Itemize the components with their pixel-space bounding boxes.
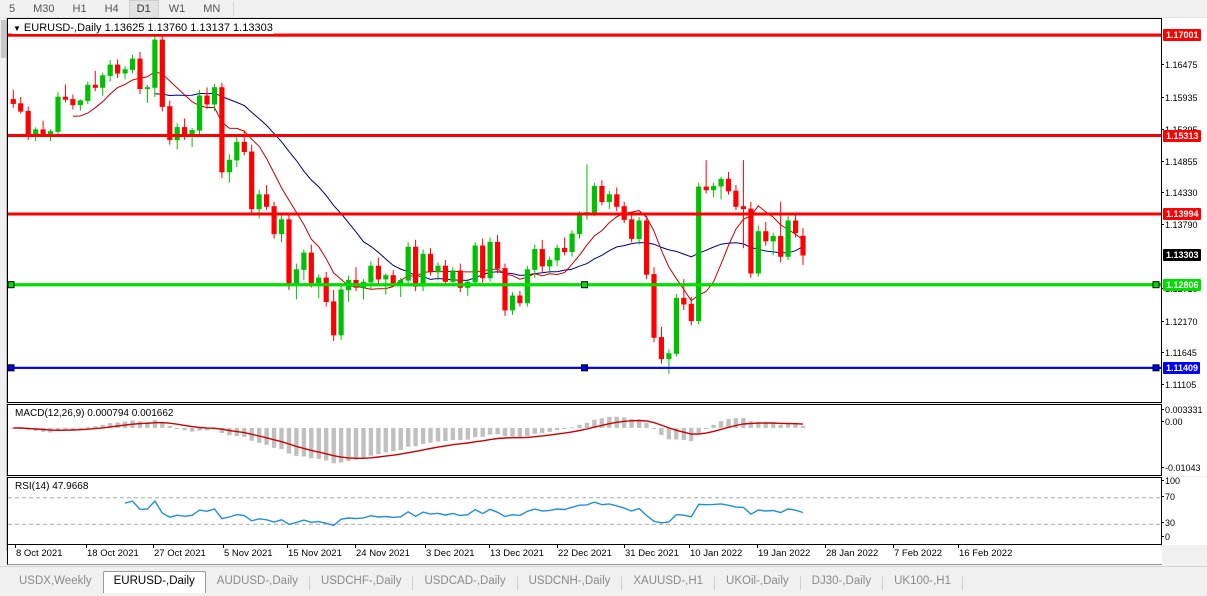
price-tick: 1.14330	[1161, 189, 1198, 198]
symbol-header-text: EURUSD-,Daily 1.13625 1.13760 1.13137 1.…	[23, 22, 273, 34]
chart-tab-bar: USDX,Weekly EURUSD-,Daily AUDUSD-,Daily USD…	[0, 566, 1207, 596]
timeframe-button-m30[interactable]: M30	[33, 2, 55, 15]
tab-divider	[714, 576, 716, 590]
time-axis-label: 5 Nov 2021	[223, 545, 273, 559]
time-axis-label: 7 Feb 2022	[893, 545, 942, 559]
tab-divider	[882, 576, 884, 590]
time-axis-label: 18 Oct 2021	[86, 545, 139, 559]
price-label-target[interactable]: 1.11409	[1163, 361, 1201, 374]
scrollbar-thumb[interactable]	[1, 20, 6, 58]
chart-tab-eurusd-daily[interactable]: EURUSD-,Daily	[102, 571, 206, 593]
time-axis-label: 19 Jan 2022	[757, 545, 810, 559]
vertical-scrollbar[interactable]	[0, 18, 7, 551]
chart-tab-usdcad-daily[interactable]: USDCAD-,Daily	[424, 575, 506, 587]
price-scale[interactable]: 1.164751.159351.153951.148551.143301.137…	[1161, 18, 1207, 403]
rsi-tick: 0	[1161, 533, 1170, 542]
tab-divider	[621, 576, 623, 590]
price-tick: 1.12170	[1161, 317, 1198, 327]
price-label-resistance[interactable]: 1.17001	[1163, 29, 1201, 42]
time-axis-label: 8 Oct 2021	[15, 545, 62, 559]
price-tick: 1.16475	[1161, 61, 1198, 70]
tab-divider	[799, 576, 801, 590]
price-pane[interactable]	[7, 18, 1162, 403]
timeframe-button-mn[interactable]: MN	[203, 2, 221, 15]
time-axis-label: 22 Dec 2021	[557, 545, 612, 559]
tab-divider	[308, 576, 310, 590]
price-label-resistance[interactable]: 1.13994	[1163, 208, 1201, 220]
time-axis[interactable]: 8 Oct 2021 18 Oct 2021 27 Oct 2021 5 Nov 20…	[7, 545, 1162, 565]
price-label-support[interactable]: 1.12806	[1163, 278, 1201, 291]
chart-tab-usdx-weekly[interactable]: USDX,Weekly	[19, 575, 92, 587]
price-tick: 1.13790	[1161, 221, 1198, 230]
tab-divider	[516, 576, 518, 590]
tab-divider	[412, 576, 414, 590]
price-tick: 1.15935	[1161, 93, 1198, 103]
chart-tab-dj30-daily[interactable]: DJ30-,Daily	[811, 575, 872, 587]
macd-scale[interactable]: 0.003331 0.00 -0.01043	[1161, 404, 1207, 476]
rsi-tick: 30	[1161, 519, 1175, 528]
chart-tab-ukoil-daily[interactable]: UKOil-,Daily	[726, 575, 789, 587]
chart-tab-usdchf-daily[interactable]: USDCHF-,Daily	[320, 575, 402, 587]
rsi-tick: 100	[1161, 477, 1180, 486]
timeframe-button-d1[interactable]: D1	[128, 0, 159, 18]
time-axis-label: 10 Jan 2022	[689, 545, 742, 559]
macd-tick: -0.01043	[1161, 464, 1201, 473]
rsi-scale[interactable]: 100 70 30 0	[1161, 477, 1207, 545]
rsi-plot	[8, 497, 1161, 527]
timeframe-button-h1[interactable]: H1	[72, 2, 87, 15]
time-axis-label: 28 Jan 2022	[825, 545, 878, 559]
macd-tick: 0.00	[1161, 418, 1183, 427]
time-axis-label: 13 Dec 2021	[489, 545, 544, 559]
chart-tab-usdcnh-daily[interactable]: USDCNH-,Daily	[528, 575, 611, 587]
macd-pane[interactable]: MACD(12,26,9) 0.000794 0.001662	[7, 404, 1162, 476]
time-axis-label: 31 Dec 2021	[624, 545, 679, 559]
price-label-current-price[interactable]: 1.13303	[1163, 249, 1201, 262]
macd-tick: 0.003331	[1161, 406, 1203, 415]
timeframe-button-h4[interactable]: H4	[104, 2, 119, 15]
price-tick: 1.11645	[1161, 348, 1197, 358]
chart-tab-audusd-daily[interactable]: AUDUSD-,Daily	[216, 575, 298, 587]
rsi-pane[interactable]: RSI(14) 47.9668	[7, 477, 1162, 545]
rsi-header: RSI(14) 47.9668	[13, 481, 91, 492]
chevron-down-icon[interactable]: ▼	[13, 24, 21, 33]
price-tick: 1.11105	[1161, 380, 1196, 390]
toolbar-divider	[233, 1, 235, 16]
price-label-resistance[interactable]: 1.15313	[1163, 129, 1201, 142]
price-tick: 1.14855	[1161, 157, 1198, 167]
rsi-tick: 70	[1161, 492, 1175, 502]
timeframe-toolbar: 5 M30 H1 H4 D1 W1 MN	[0, 0, 1207, 18]
chart-tab-xauusd-h1[interactable]: XAUUSD-,H1	[633, 575, 704, 587]
candlestick-plot	[8, 32, 1161, 374]
macd-plot	[11, 416, 806, 464]
time-axis-label: 16 Feb 2022	[958, 545, 1012, 559]
time-axis-label: 3 Dec 2021	[425, 545, 475, 559]
symbol-header[interactable]: ▼ EURUSD-,Daily 1.13625 1.13760 1.13137 1…	[12, 22, 274, 34]
tab-divider	[962, 576, 963, 590]
macd-header: MACD(12,26,9) 0.000794 0.001662	[13, 408, 176, 419]
time-axis-label: 24 Nov 2021	[355, 545, 410, 559]
time-axis-label: 27 Oct 2021	[153, 545, 206, 559]
timeframe-button-5[interactable]: 5	[9, 2, 16, 15]
chart-tab-uk100-h1[interactable]: UK100-,H1	[894, 575, 951, 587]
timeframe-button-w1[interactable]: W1	[168, 2, 186, 15]
time-axis-label: 15 Nov 2021	[287, 545, 342, 559]
